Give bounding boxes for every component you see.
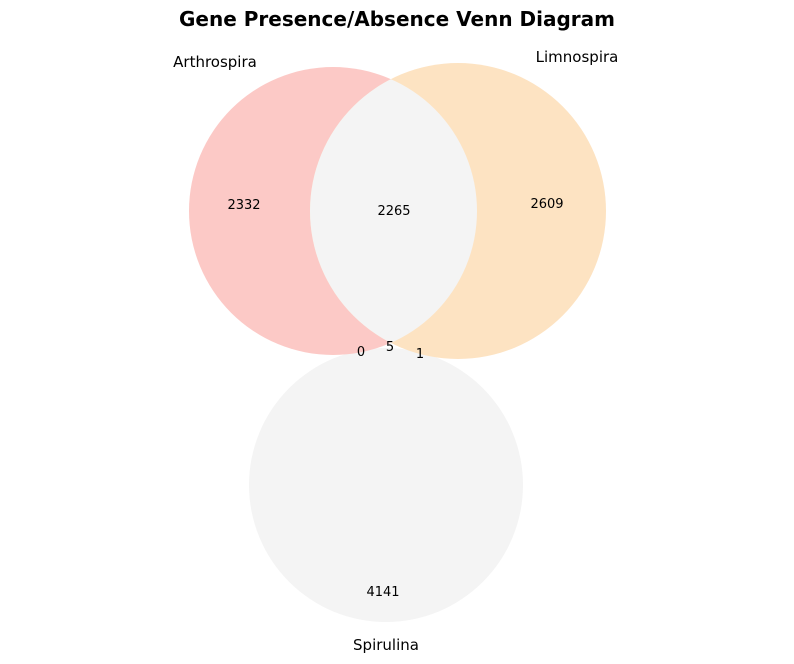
overlap-arthrospira-limnospira bbox=[310, 67, 477, 355]
count-spirulina-only: 4141 bbox=[366, 585, 399, 600]
count-all-three: 5 bbox=[386, 340, 394, 355]
diagram-title: Gene Presence/Absence Venn Diagram bbox=[179, 7, 615, 31]
count-arthrospira-limnospira: 2265 bbox=[377, 204, 410, 219]
circle-spirulina bbox=[249, 348, 523, 622]
count-limnospira-only: 2609 bbox=[530, 197, 563, 212]
count-limnospira-spirulina: 1 bbox=[416, 347, 424, 362]
count-arthrospira-only: 2332 bbox=[227, 198, 260, 213]
label-spirulina: Spirulina bbox=[353, 636, 419, 654]
label-limnospira: Limnospira bbox=[536, 48, 619, 66]
count-arthrospira-spirulina: 0 bbox=[357, 345, 365, 360]
label-arthrospira: Arthrospira bbox=[173, 53, 257, 71]
